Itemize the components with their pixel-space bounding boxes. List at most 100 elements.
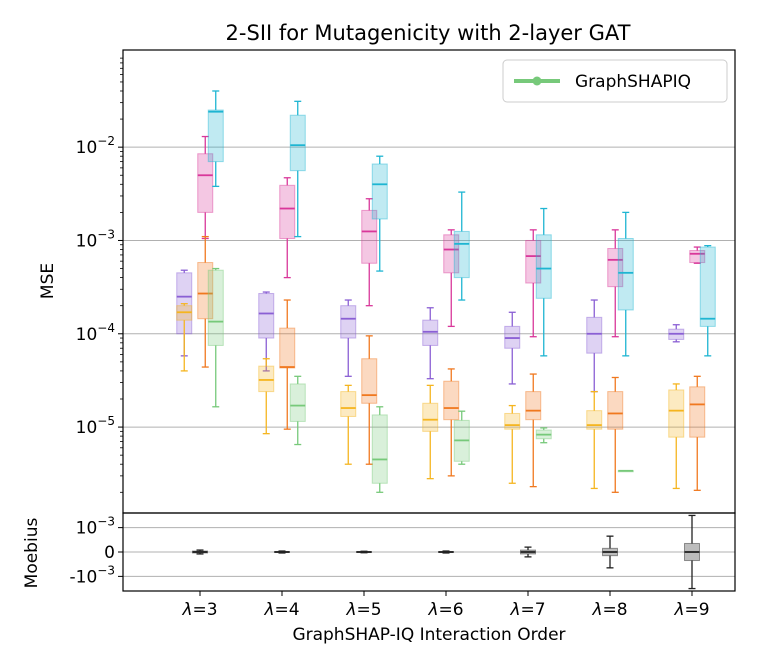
box-yellow-7 xyxy=(504,404,521,484)
box-iqr xyxy=(607,391,624,430)
moebius-y-tick-label: -10−3 xyxy=(70,563,115,587)
x-ticks: λ=3 λ=4 λ=5 λ=6 λ=7 λ=8 λ=9 xyxy=(181,591,710,620)
y-tick-label: 10−2 xyxy=(76,134,115,158)
moebius-box-9 xyxy=(684,514,700,590)
box-cyan-7 xyxy=(535,207,552,357)
box-yellow-8 xyxy=(586,390,603,490)
box-iqr xyxy=(453,230,470,279)
moebius-y-tick-label: 0 xyxy=(104,543,115,563)
box-yellow-6 xyxy=(422,384,439,480)
box-yellow-9 xyxy=(668,383,685,490)
box-iqr xyxy=(699,246,716,327)
box-purple-9 xyxy=(668,324,685,343)
box-green-4 xyxy=(289,375,306,446)
box-green-5 xyxy=(371,406,388,493)
box-iqr xyxy=(361,358,378,404)
x-tick-label: λ=8 xyxy=(591,600,627,620)
moebius-y-tick-label: 10−3 xyxy=(76,515,115,539)
box-iqr xyxy=(289,383,306,422)
box-pink-8 xyxy=(607,229,624,338)
box-iqr xyxy=(258,293,275,339)
box-pink-4 xyxy=(279,177,296,279)
box-iqr xyxy=(525,391,542,421)
box-orange-5 xyxy=(361,335,378,465)
box-iqr xyxy=(340,305,357,339)
x-tick-label: λ=6 xyxy=(427,600,463,620)
box-purple-6 xyxy=(422,307,439,380)
x-axis-title: GraphSHAP-IQ Interaction Order xyxy=(292,625,565,645)
box-cyan-9 xyxy=(699,245,716,357)
moebius-boxes xyxy=(192,514,700,590)
moebius-box-3 xyxy=(192,549,208,555)
box-iqr xyxy=(422,402,439,432)
box-iqr xyxy=(689,386,706,438)
box-pink-5 xyxy=(361,198,378,307)
box-cyan-6 xyxy=(453,191,470,301)
x-tick-label: λ=3 xyxy=(181,600,217,620)
box-orange-3 xyxy=(197,235,214,368)
box-purple-4 xyxy=(258,291,275,372)
box-orange-8 xyxy=(607,376,624,493)
moebius-gridlines xyxy=(123,527,735,577)
box-purple-5 xyxy=(340,299,357,377)
box-iqr xyxy=(525,239,542,284)
box-green-7 xyxy=(535,427,552,444)
box-pink-3 xyxy=(197,135,214,240)
box-iqr xyxy=(207,109,224,163)
box-iqr xyxy=(617,237,634,311)
moebius-y-ticks: 10−3 0-10−3 xyxy=(70,515,123,587)
box-cyan-8 xyxy=(617,211,634,357)
box-iqr xyxy=(197,153,214,213)
box-cyan-4 xyxy=(289,100,306,238)
box-purple-7 xyxy=(504,311,521,385)
chart-title: 2-SII for Mutagenicity with 2-layer GAT xyxy=(226,21,631,45)
box-orange-6 xyxy=(443,368,460,477)
box-iqr xyxy=(289,114,306,172)
box-iqr xyxy=(371,163,388,220)
moebius-box-7 xyxy=(520,546,536,558)
box-iqr xyxy=(340,391,357,417)
box-orange-9 xyxy=(689,375,706,491)
box-iqr xyxy=(279,184,296,239)
box-iqr xyxy=(504,412,521,430)
y-tick-label: 10−4 xyxy=(76,321,115,345)
x-tick-label: λ=9 xyxy=(673,600,709,620)
box-orange-4 xyxy=(279,299,296,430)
box-iqr xyxy=(422,319,439,346)
box-iqr xyxy=(607,248,624,288)
main-boxes xyxy=(176,90,716,493)
main-gridlines xyxy=(123,146,735,428)
box-iqr xyxy=(207,269,224,346)
box-iqr xyxy=(586,410,603,430)
legend-marker xyxy=(532,76,542,86)
box-green-6 xyxy=(453,410,470,465)
moebius-box-5 xyxy=(356,550,372,554)
main-y-ticks: 10−5 10−4 10−3 10−2 xyxy=(76,57,123,493)
box-yellow-5 xyxy=(340,384,357,465)
y-tick-label: 10−3 xyxy=(76,227,115,251)
legend-label: GraphSHAPIQ xyxy=(575,72,691,92)
box-iqr xyxy=(443,380,460,421)
box-yellow-4 xyxy=(258,358,275,435)
y-axis-title: MSE xyxy=(38,263,58,299)
moebius-box-6 xyxy=(438,550,454,554)
box-green-8 xyxy=(617,469,634,473)
box-iqr xyxy=(668,389,685,438)
box-iqr xyxy=(361,209,378,264)
box-cyan-3 xyxy=(207,90,224,188)
moebius-plot-frame xyxy=(122,512,736,592)
y-tick-label: 10−5 xyxy=(76,414,115,438)
moebius-box-8 xyxy=(602,535,618,569)
box-iqr xyxy=(258,365,275,393)
box-green-3 xyxy=(207,267,224,408)
box-iqr xyxy=(586,316,603,354)
box-orange-7 xyxy=(525,373,542,488)
moebius-box-4 xyxy=(274,550,290,554)
box-pink-7 xyxy=(525,229,542,338)
box-iqr xyxy=(371,414,388,484)
box-iqr xyxy=(279,327,296,369)
box-pink-9 xyxy=(689,246,706,264)
box-iqr xyxy=(197,262,214,320)
box-iqr xyxy=(535,234,552,299)
